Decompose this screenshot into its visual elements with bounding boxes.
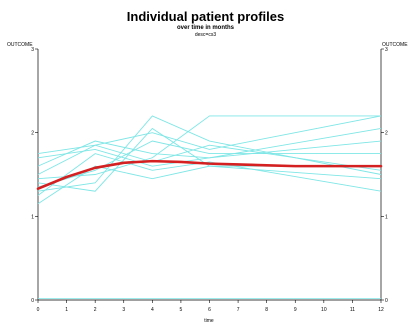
- x-tick-label: 12: [378, 307, 384, 313]
- y-tick-label-right: 1: [385, 214, 388, 220]
- x-tick-label: 5: [180, 307, 183, 313]
- profile-line: [37, 128, 382, 167]
- chart-title: Individual patient profiles: [126, 9, 285, 24]
- x-tick-label: 4: [151, 307, 154, 313]
- x-tick-label: 8: [265, 307, 268, 313]
- y-tick-label-right: 3: [385, 47, 388, 53]
- x-tick-label: 0: [37, 307, 40, 313]
- y-tick-label-left: 0: [31, 298, 34, 304]
- x-tick-label: 2: [94, 307, 97, 313]
- y-axis-label-left: OUTCOME: [7, 42, 33, 48]
- x-tick-label: 6: [208, 307, 211, 313]
- y-axis-label-right: OUTCOME: [382, 42, 408, 48]
- chart-subtitle-desc: desc=cs3: [194, 32, 217, 38]
- y-tick-label-left: 3: [31, 47, 34, 53]
- x-tick-label: 7: [237, 307, 240, 313]
- profile-line: [37, 115, 382, 155]
- y-tick-label-left: 2: [31, 131, 34, 137]
- mean-profile-line: [36, 159, 383, 191]
- y-tick-label-left: 1: [31, 214, 34, 220]
- x-tick-label: 9: [294, 307, 297, 313]
- profile-line: [37, 140, 382, 167]
- chart-subtitle: over time in months: [176, 25, 234, 31]
- profile-line: [37, 153, 382, 196]
- x-axis-label: time: [204, 318, 214, 322]
- y-tick-label-right: 2: [385, 131, 388, 137]
- x-tick-label: 11: [350, 307, 355, 313]
- x-tick-label: 3: [122, 307, 125, 313]
- profile-line: [37, 127, 382, 192]
- x-tick-label: 10: [321, 307, 327, 313]
- y-tick-label-right: 0: [385, 298, 388, 304]
- x-tick-label: 1: [65, 307, 68, 313]
